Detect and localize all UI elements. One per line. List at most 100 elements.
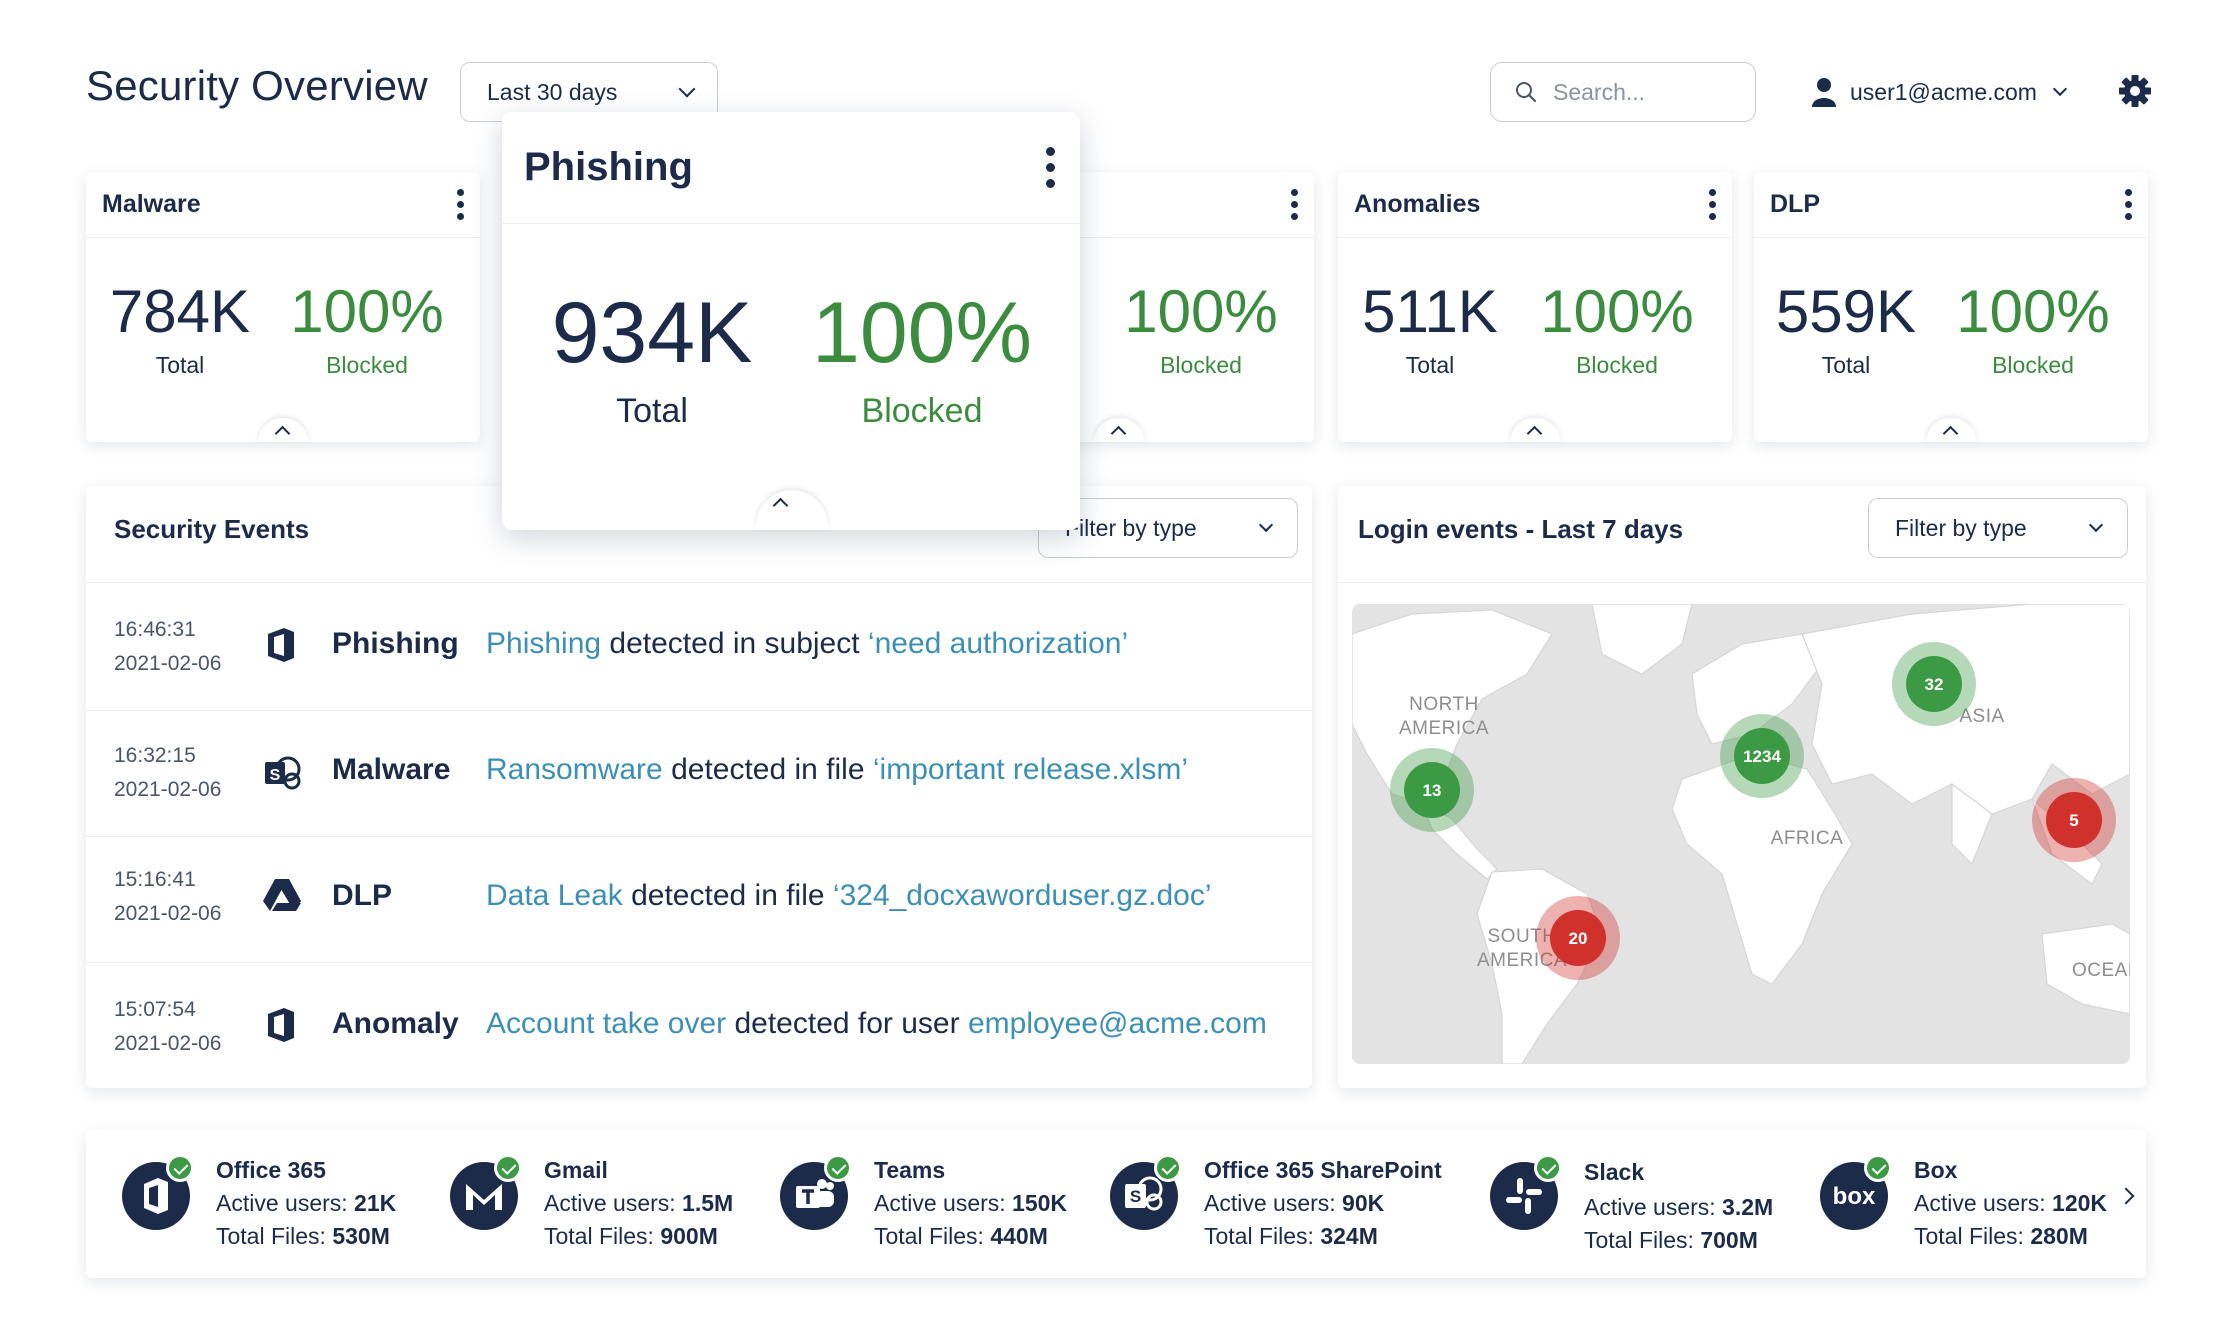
map-label: AFRICA: [1771, 828, 1844, 849]
svg-text:box: box: [1833, 1183, 1876, 1210]
event-message: Data Leak detected in file ‘324_docxawor…: [486, 879, 1211, 913]
more-options-icon[interactable]: [456, 189, 464, 220]
event-text: detected in file: [662, 753, 873, 786]
chevron-down-icon: [2088, 517, 2104, 533]
cluster-count: 13: [1423, 781, 1442, 800]
event-date: 2021-02-06: [114, 778, 222, 801]
event-filter-dropdown[interactable]: Filter by type: [1038, 498, 1298, 558]
files-label: Total Files:: [216, 1223, 326, 1249]
event-link[interactable]: Data Leak: [486, 879, 623, 912]
event-detail-link[interactable]: ‘324_docxaworduser.gz.doc’: [832, 879, 1212, 912]
anomalies-card[interactable]: Anomalies 511K Total 100% Blocked: [1338, 172, 1732, 442]
expand-toggle[interactable]: [1510, 418, 1560, 442]
collapse-toggle[interactable]: [756, 490, 828, 530]
cluster-count: 5: [2069, 811, 2078, 830]
office-icon: [268, 628, 294, 662]
total-label: Total: [1405, 352, 1455, 378]
event-time: 16:46:31: [114, 618, 196, 641]
blocked-label: Blocked: [1576, 352, 1658, 378]
event-time: 16:32:15: [114, 744, 196, 767]
event-text: detected in file: [622, 879, 833, 912]
total-value: 511K: [1362, 278, 1498, 345]
card-title: Anomalies: [1354, 190, 1481, 218]
integration-name: Gmail: [544, 1157, 608, 1183]
more-options-icon[interactable]: [1045, 147, 1055, 188]
check-icon: [1154, 1154, 1182, 1182]
map-label: OCEANIA: [2072, 960, 2130, 981]
malware-card[interactable]: Malware 784K Total 100% Blocked: [86, 172, 480, 442]
total-stat: 559K Total: [1766, 282, 1926, 379]
map-cluster[interactable]: 13: [1390, 748, 1474, 832]
card-title: Malware: [102, 190, 201, 218]
map-cluster[interactable]: 20: [1536, 896, 1620, 980]
event-link[interactable]: Phishing: [486, 627, 602, 660]
event-text: detected in subject: [601, 627, 868, 660]
blocked-stat: 100% Blocked: [282, 282, 452, 379]
integration-name: Office 365: [216, 1157, 326, 1183]
search-placeholder: Search...: [1553, 78, 1646, 105]
event-row[interactable]: 16:32:15 2021-02-06 S Malware Ransomware …: [86, 710, 1312, 836]
total-label: Total: [616, 392, 688, 430]
event-date: 2021-02-06: [114, 1032, 222, 1055]
map-cluster[interactable]: 1234: [1720, 714, 1804, 798]
event-message: Phishing detected in subject ‘need autho…: [486, 627, 1128, 661]
map-label: ASIA: [1959, 706, 2004, 727]
section-title: Login events - Last 7 days: [1358, 514, 1684, 544]
integrations-bar: Office 365 Active users: 21K Total Files…: [86, 1130, 2146, 1278]
world-map[interactable]: NORTH AMERICA SOUTH AMERICA AFRICA ASIA …: [1352, 604, 2130, 1064]
check-icon: [494, 1154, 522, 1182]
search-input[interactable]: Search...: [1490, 62, 1756, 122]
event-row[interactable]: 16:46:31 2021-02-06 Phishing Phishing det…: [86, 582, 1312, 708]
more-options-icon[interactable]: [1708, 189, 1716, 220]
map-cluster[interactable]: 5: [2032, 778, 2116, 862]
event-link[interactable]: Account take over: [486, 1007, 727, 1040]
user-menu[interactable]: user1@acme.com: [1812, 70, 2068, 114]
event-link[interactable]: Ransomware: [486, 753, 663, 786]
user-icon: [1812, 78, 1836, 107]
event-detail-link[interactable]: employee@acme.com: [967, 1007, 1267, 1040]
login-filter-dropdown[interactable]: Filter by type: [1868, 498, 2128, 558]
event-type: Malware: [332, 753, 451, 786]
users-value: 150K: [1012, 1190, 1068, 1216]
total-stat: 934K Total: [542, 290, 762, 431]
more-options-icon[interactable]: [2124, 189, 2132, 220]
cluster-count: 1234: [1743, 747, 1781, 766]
page-title: Security Overview: [86, 62, 428, 109]
dlp-card[interactable]: DLP 559K Total 100% Blocked: [1754, 172, 2148, 442]
event-detail-link[interactable]: ‘need authorization’: [867, 627, 1129, 660]
more-options-icon[interactable]: [1290, 189, 1298, 220]
integration-name: Teams: [874, 1157, 946, 1183]
expand-toggle[interactable]: [1926, 418, 1976, 442]
total-stat: 784K Total: [100, 282, 260, 379]
blocked-value: 100%: [1124, 278, 1278, 345]
check-icon: [1864, 1154, 1892, 1182]
user-email: user1@acme.com: [1850, 78, 2037, 105]
filter-label: Filter by type: [1065, 514, 1197, 541]
search-icon: [1516, 82, 1537, 103]
event-row[interactable]: 15:07:54 2021-02-06 Anomaly Account take …: [86, 962, 1312, 1088]
users-value: 90K: [1342, 1190, 1385, 1216]
expand-toggle[interactable]: [1094, 418, 1144, 442]
phishing-card-expanded[interactable]: Phishing 934K Total 100% Blocked: [502, 112, 1080, 530]
blocked-value: 100%: [812, 285, 1032, 381]
expand-toggle[interactable]: [258, 418, 308, 442]
check-icon: [1534, 1154, 1562, 1182]
map-cluster[interactable]: 32: [1892, 642, 1976, 726]
world-map-graphic: NORTH AMERICA SOUTH AMERICA AFRICA ASIA …: [1352, 604, 2130, 1064]
total-value: 934K: [551, 285, 753, 381]
total-label: Total: [155, 352, 205, 378]
check-icon: [166, 1154, 194, 1182]
check-icon: [824, 1154, 852, 1182]
event-date: 2021-02-06: [114, 902, 222, 925]
event-time: 15:07:54: [114, 998, 196, 1021]
chevron-down-icon: [1258, 517, 1274, 533]
blocked-label: Blocked: [1160, 352, 1242, 378]
event-detail-link[interactable]: ‘important release.xlsm’: [872, 753, 1188, 786]
event-message: Ransomware detected in file ‘important r…: [486, 753, 1188, 787]
chevron-right-icon[interactable]: [2117, 1187, 2135, 1205]
gear-icon[interactable]: [2118, 74, 2152, 108]
event-row[interactable]: 15:16:41 2021-02-06 DLP Data Leak detecte…: [86, 836, 1312, 962]
users-value: 120K: [2052, 1190, 2108, 1216]
login-events-card: Login events - Last 7 days Filter by typ…: [1338, 486, 2146, 1088]
files-value: 900M: [660, 1223, 718, 1249]
